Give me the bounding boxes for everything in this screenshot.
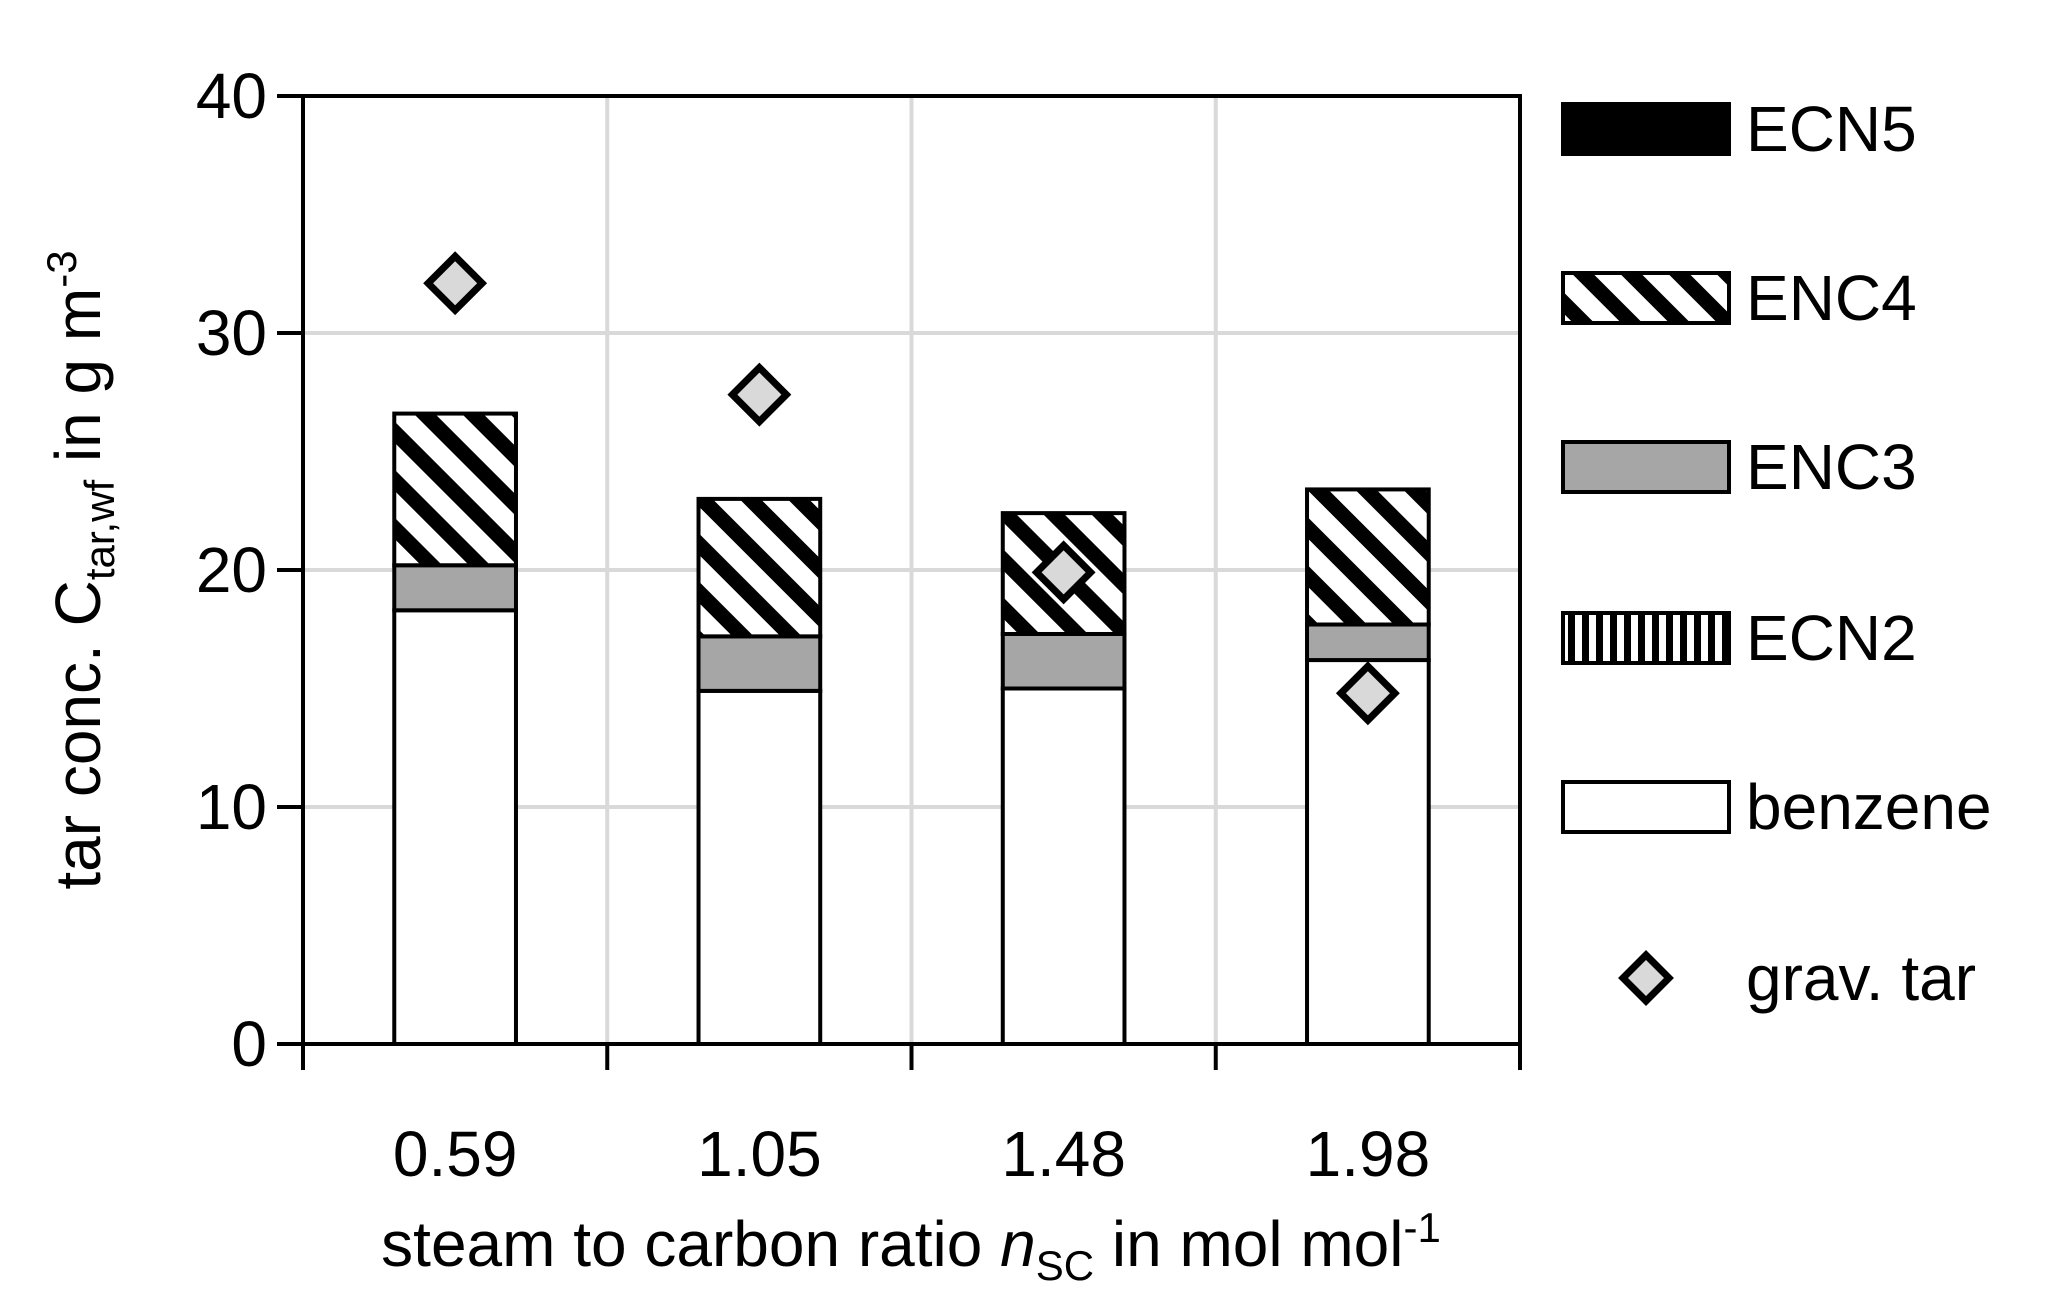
bar-segment — [1000, 631, 1127, 691]
x-tick-label: 1.98 — [1306, 1118, 1431, 1190]
legend-label: ENC4 — [1746, 262, 1917, 334]
legend-swatch — [1561, 271, 1731, 325]
y-tick-label: 20 — [196, 534, 267, 606]
legend-swatch — [1561, 102, 1731, 156]
y-label-text: in g m — [42, 288, 114, 480]
x-tick-label: 1.05 — [697, 1118, 822, 1190]
y-tick-label: 30 — [196, 297, 267, 369]
x-label-text: in mol mol — [1094, 1208, 1403, 1280]
bar-segment — [1000, 511, 1127, 636]
legend-label: ECN2 — [1746, 602, 1917, 674]
bar-segment — [1000, 686, 1127, 1046]
marks — [392, 251, 1431, 1046]
bar-segment — [392, 411, 518, 568]
plot-frame — [301, 94, 1522, 1046]
x-label-text: steam to carbon ratio — [381, 1208, 1000, 1280]
x-axis-label: steam to carbon ratio nSC in mol mol-1 — [381, 1204, 1441, 1289]
marker — [727, 362, 792, 427]
y-tick-label: 0 — [231, 1008, 267, 1080]
x-label-superscript: -1 — [1403, 1204, 1440, 1251]
bar-segment — [696, 688, 823, 1046]
legend-label: ENC3 — [1746, 431, 1917, 503]
x-tick-label: 0.59 — [393, 1118, 518, 1190]
legend-label: benzene — [1746, 771, 1992, 843]
y-label-subscript: tar,wf — [76, 479, 123, 580]
legend-swatch — [1561, 440, 1731, 494]
y-axis-label: tar conc. Ctar,wf in g m-3 — [38, 250, 123, 889]
legend-swatch — [1561, 780, 1731, 834]
legend-label: grav. tar — [1746, 942, 1976, 1014]
bar-segment — [696, 634, 823, 693]
y-tick-label: 10 — [196, 771, 267, 843]
x-tick-label: 1.48 — [1001, 1118, 1126, 1190]
marker — [1335, 661, 1400, 726]
marker — [1031, 540, 1096, 605]
bar-segment — [696, 496, 823, 639]
bar-segment — [1305, 487, 1431, 627]
x-label-subscript: SC — [1036, 1242, 1094, 1289]
y-label-superscript: -3 — [38, 250, 85, 287]
bar-segment — [392, 563, 518, 613]
y-tick-label: 40 — [196, 60, 267, 132]
bar-segment — [392, 608, 518, 1046]
legend-swatch — [1561, 611, 1731, 665]
bar-segment — [1305, 622, 1431, 663]
marker — [423, 251, 488, 316]
legend-label: ECN5 — [1746, 93, 1917, 165]
legend-marker — [1618, 950, 1674, 1006]
y-label-text: tar conc. C — [42, 580, 114, 889]
x-label-text: n — [1000, 1208, 1036, 1280]
